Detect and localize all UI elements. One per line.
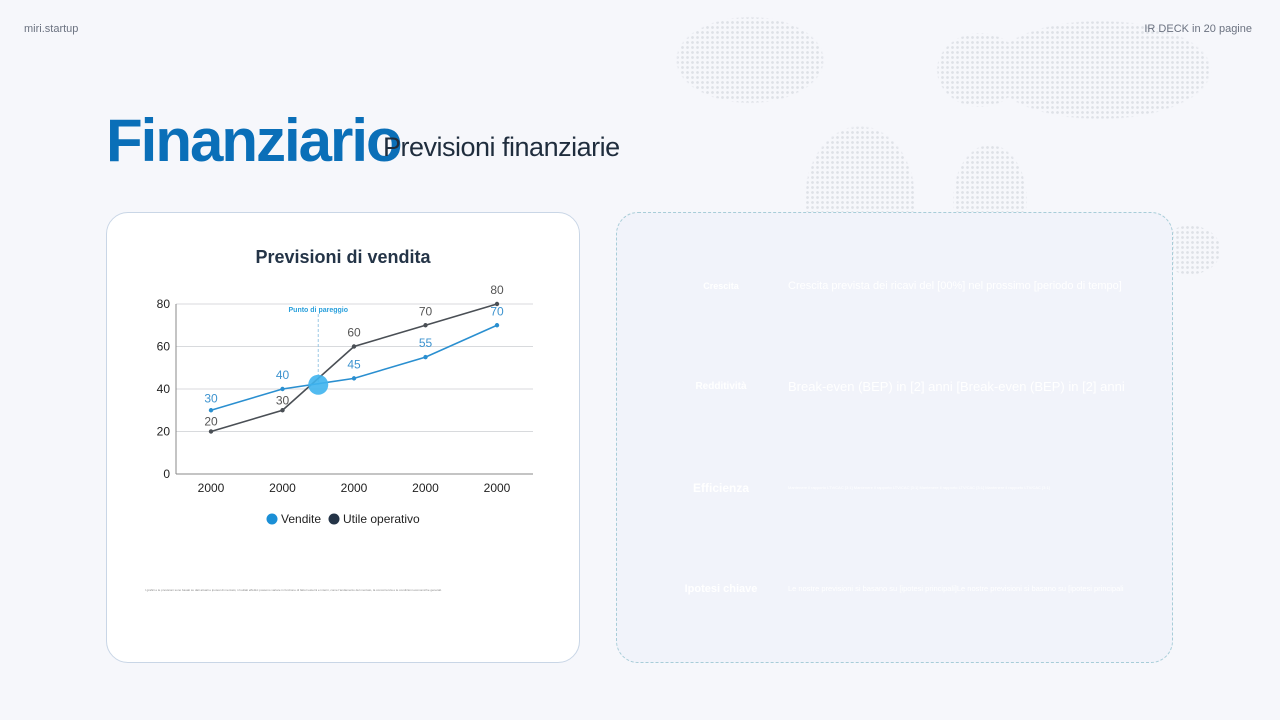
data-point bbox=[423, 323, 428, 328]
data-point bbox=[280, 408, 285, 413]
y-tick-label: 80 bbox=[157, 297, 171, 311]
data-label: 55 bbox=[419, 336, 433, 350]
data-label: 45 bbox=[347, 357, 361, 371]
x-tick-label: 2000 bbox=[484, 481, 511, 495]
data-point bbox=[423, 354, 428, 360]
row-label: Redditività bbox=[695, 381, 747, 392]
brand: miri.startup bbox=[24, 23, 79, 35]
row-label: Efficienza bbox=[692, 480, 749, 495]
x-tick-label: 2000 bbox=[341, 481, 368, 495]
row-text: Mantenere il rapporto LTV/CAC [3:1] Mant… bbox=[788, 485, 1050, 490]
row-crescita: Crescita Crescita prevista dei ricavi de… bbox=[654, 244, 1139, 327]
chart-footnote: I grafici e le previsioni sono basati su… bbox=[145, 588, 442, 592]
row-text: Le nostre previsioni si basano su [ipote… bbox=[788, 584, 1124, 593]
data-point bbox=[280, 386, 285, 392]
page-info: IR DECK in 20 pagine bbox=[1144, 23, 1252, 35]
legend-label: Vendite bbox=[281, 512, 321, 526]
row-label: Ipotesi chiave bbox=[684, 582, 758, 595]
data-point bbox=[351, 376, 357, 381]
row-text: Crescita prevista dei ricavi del [00%] n… bbox=[788, 279, 1122, 292]
x-tick-label: 2000 bbox=[412, 481, 439, 495]
y-tick-label: 40 bbox=[157, 382, 171, 396]
line-chart: 0 20 40 60 80 2000 2000 2000 2000 2000 Punto di pa… bbox=[157, 283, 533, 526]
chart-title: Previsioni di vendita bbox=[255, 247, 431, 267]
page-title: Finanziario bbox=[106, 107, 403, 174]
data-label: 30 bbox=[204, 391, 218, 405]
y-tick-label: 60 bbox=[157, 340, 171, 354]
legend-marker bbox=[266, 513, 278, 525]
row-ipotesi-chiave: Ipotesi chiave Le nostre previsioni si b… bbox=[654, 547, 1139, 630]
row-efficienza: Efficienza Mantenere il rapporto LTV/CAC… bbox=[654, 446, 1139, 529]
data-label: 70 bbox=[490, 304, 504, 318]
data-label: 20 bbox=[204, 415, 218, 429]
data-label: 70 bbox=[419, 304, 433, 318]
data-point bbox=[208, 429, 214, 434]
highlights-panel: Crescita Crescita prevista dei ricavi de… bbox=[616, 212, 1173, 663]
data-label: 80 bbox=[490, 283, 504, 297]
x-tick-label: 2000 bbox=[198, 481, 225, 495]
break-even-marker bbox=[308, 374, 329, 395]
chart-card: Previsioni di vendita 0 20 40 60 80 2000 2000 2… bbox=[106, 212, 580, 663]
data-point bbox=[494, 323, 500, 328]
y-tick-label: 20 bbox=[157, 425, 171, 439]
row-text: Break-even (BEP) in [2] anni [Break-even… bbox=[788, 379, 1125, 394]
data-point bbox=[494, 301, 500, 307]
break-even-label: Punto di pareggio bbox=[289, 307, 349, 314]
page-subtitle: Previsioni finanziarie bbox=[383, 132, 620, 162]
data-point bbox=[208, 408, 214, 413]
legend-label: Utile operativo bbox=[343, 512, 420, 526]
row-redditivita: Redditività Break-even (BEP) in [2] anni… bbox=[654, 345, 1139, 428]
y-tick-label: 0 bbox=[163, 467, 170, 481]
data-label: 30 bbox=[276, 393, 290, 407]
data-point bbox=[351, 344, 357, 349]
data-label: 60 bbox=[347, 326, 361, 340]
legend-marker bbox=[328, 513, 340, 525]
data-label: 40 bbox=[276, 368, 290, 382]
row-label: Crescita bbox=[703, 280, 739, 291]
x-tick-label: 2000 bbox=[269, 481, 296, 495]
